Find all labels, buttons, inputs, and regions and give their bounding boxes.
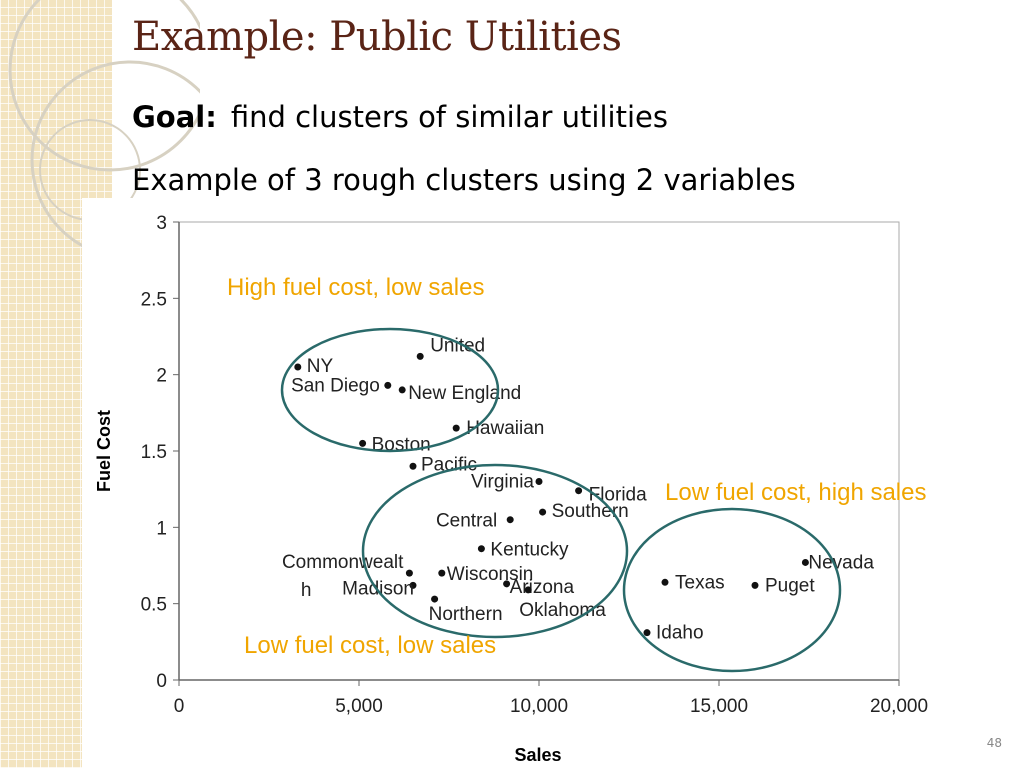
point-label-arizona: Arizona <box>510 577 575 598</box>
point-label-boston: Boston <box>372 434 431 455</box>
point-nevada <box>801 558 809 566</box>
slide-number: 48 <box>986 736 1002 750</box>
point-ny <box>294 363 302 371</box>
y-tick-label: 1 <box>156 518 167 539</box>
point-oklahoma <box>524 586 532 594</box>
subtitle-line: Example of 3 rough clusters using 2 vari… <box>132 163 796 197</box>
point-texas <box>661 578 669 586</box>
point-new-england <box>398 386 406 394</box>
point-label-pacific: Pacific <box>421 454 477 475</box>
point-label-kentucky: Kentucky <box>490 540 569 561</box>
x-axis-title: Sales <box>514 745 561 765</box>
scatter-chart: 0 5,000 10,000 15,000 20,000 0 0.5 1 1.5 2 2.5 3 NY… <box>94 213 928 765</box>
page-title: Example: Public Utilities <box>132 14 622 60</box>
point-southern <box>539 508 547 516</box>
y-tick-label: 2.5 <box>141 289 167 310</box>
point-label-madison: Madison <box>342 578 414 599</box>
point-northern <box>431 595 439 603</box>
point-idaho <box>643 629 651 637</box>
point-united <box>416 352 424 360</box>
y-axis-title: Fuel Cost <box>94 410 114 492</box>
point-label-hawaiian: Hawaiian <box>466 418 544 439</box>
x-tick-label: 20,000 <box>870 696 928 717</box>
x-tick-label: 15,000 <box>690 696 748 717</box>
chart-area: 0 5,000 10,000 15,000 20,000 0 0.5 1 1.5 2 2.5 3 NY… <box>82 198 962 768</box>
point-label-idaho: Idaho <box>656 623 704 644</box>
point-label-nevada: Nevada <box>808 552 874 573</box>
y-tick-label: 1.5 <box>141 442 167 463</box>
point-madison <box>409 581 417 589</box>
y-tick-label: 2 <box>156 366 167 387</box>
goal-label: Goal: <box>132 100 217 134</box>
point-label-texas: Texas <box>675 572 725 593</box>
point-label-oklahoma: Oklahoma <box>519 600 606 621</box>
point-label-virginia: Virginia <box>471 472 534 493</box>
point-label-northern: Northern <box>429 604 503 625</box>
annotation-low-fuel-high-sales: Low fuel cost, high sales <box>665 479 926 506</box>
y-tick-label: 0 <box>156 671 167 692</box>
goal-text: find clusters of similar utilities <box>230 100 668 134</box>
point-boston <box>359 439 367 447</box>
axis-ticks: 0 5,000 10,000 15,000 20,000 0 0.5 1 1.5 2 2.5 3 <box>141 213 928 717</box>
point-central <box>506 516 514 524</box>
cluster-ellipse-low-fuel-low-sales <box>361 463 629 639</box>
point-pacific <box>409 462 417 470</box>
point-puget <box>751 581 759 589</box>
point-commonwealth <box>405 569 413 577</box>
cluster-ellipse-high-fuel-low-sales <box>280 327 500 453</box>
point-kentucky <box>477 545 485 553</box>
point-florida <box>575 487 583 495</box>
point-label-commonwealth: Commonwealt h <box>282 552 404 601</box>
x-tick-label: 5,000 <box>335 696 383 717</box>
annotation-low-fuel-low-sales: Low fuel cost, low sales <box>244 632 496 659</box>
cluster-ellipse-low-fuel-high-sales <box>622 507 842 673</box>
point-label-ny: NY <box>307 356 334 377</box>
point-virginia <box>535 478 543 486</box>
point-label-new-england: New England <box>408 383 521 404</box>
goal-line: Goal: find clusters of similar utilities <box>132 100 668 134</box>
point-hawaiian <box>452 424 460 432</box>
point-label-wisconsin: Wisconsin <box>447 564 534 585</box>
point-label-san-diego: San Diego <box>291 375 380 396</box>
y-tick-label: 0.5 <box>141 595 167 616</box>
annotation-high-fuel-low-sales: High fuel cost, low sales <box>227 274 484 301</box>
point-wisconsin <box>438 569 446 577</box>
x-tick-label: 10,000 <box>510 696 568 717</box>
point-arizona <box>503 580 511 588</box>
point-san-diego <box>384 381 392 389</box>
y-tick-label: 3 <box>156 213 167 234</box>
x-tick-label: 0 <box>174 696 185 717</box>
point-label-puget: Puget <box>765 575 815 596</box>
point-label-central: Central <box>436 511 497 532</box>
